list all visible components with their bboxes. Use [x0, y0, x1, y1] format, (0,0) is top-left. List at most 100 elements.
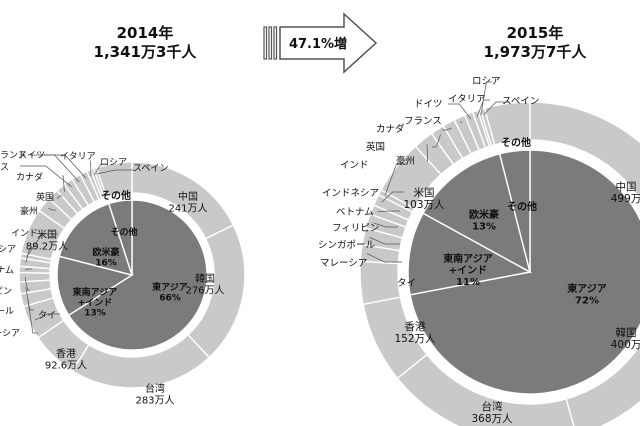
leader-line-19: [94, 163, 108, 176]
inner-label-1-line: 東南アジア: [73, 286, 118, 298]
outer-label-13: 英国: [36, 191, 54, 203]
outer-label-3-line: 香港: [56, 348, 76, 360]
leader-line-14: [62, 175, 65, 193]
title-2014: 2014年 1,341万3千人: [55, 24, 235, 62]
year-label-2015: 2015年: [506, 24, 564, 42]
outer-slice-1: [565, 343, 640, 426]
leader-line-15: [20, 165, 72, 187]
inner-slice-0: [67, 199, 208, 351]
outer-label-19: スペイン: [502, 96, 539, 107]
year-label-2014: 2014年: [116, 24, 174, 42]
outer-label-11: 米国 103万人: [403, 186, 445, 211]
leader-line-8: [377, 210, 400, 213]
leader-line-17: [44, 154, 87, 179]
outer-label-12: 豪州: [396, 155, 415, 167]
outer-label-5: ーシア: [0, 329, 20, 339]
inner-label-0-line: 東アジア: [567, 282, 607, 295]
inner-slice-0: [409, 149, 640, 395]
outer-label-18: ロシア: [472, 76, 501, 87]
leader-line-13: [56, 195, 62, 199]
outer-label-1-line: 276万人: [185, 285, 224, 297]
outer-label-9: インドネシア: [322, 188, 379, 199]
outer-label-11-line: 103万人: [403, 199, 445, 211]
inner-label-2-line: 欧米豪: [469, 208, 499, 221]
inner-slice-1: [56, 255, 134, 317]
inner-label-2-line: 欧米豪: [92, 246, 119, 258]
outer-label-20: その他: [501, 136, 531, 149]
leader-line-18: [90, 160, 92, 177]
outer-label-1: 韓国 276万人: [185, 273, 224, 297]
inner-slice-2: [58, 202, 134, 276]
outer-label-5: マレーシア: [320, 258, 367, 269]
outer-label-15: ス: [0, 163, 9, 173]
inner-label-3-line: その他: [110, 226, 137, 238]
outer-label-20-line: その他: [501, 136, 531, 149]
outer-label-11-line: 89.2万人: [26, 241, 68, 253]
leader-line-9: [381, 191, 404, 203]
outer-label-4: タイ: [397, 278, 416, 289]
outer-label-9: シア: [0, 245, 16, 255]
outer-label-8: ベトナム: [336, 207, 374, 218]
inner-label-3: その他: [110, 226, 137, 238]
outer-label-14: カナダ: [16, 171, 43, 183]
outer-label-2: 台湾 368万人: [471, 400, 513, 425]
inner-slice-3: [107, 199, 133, 276]
leader-line-7: [24, 277, 30, 291]
outer-slice-0: [529, 101, 640, 201]
inner-label-3: その他: [507, 200, 537, 213]
inner-label-2-line: 13%: [472, 222, 496, 233]
arrow-body: [279, 12, 378, 74]
growth-label: 47.1%増: [289, 36, 347, 52]
inner-label-0-line: 東アジア: [152, 281, 188, 293]
leader-line-19: [483, 101, 508, 115]
outer-label-14: カナダ: [376, 123, 405, 135]
outer-label-17: ドイツ: [18, 151, 45, 161]
outer-label-3: 香港 152万人: [394, 321, 436, 345]
leader-line-15: [460, 121, 463, 124]
outer-label-11-line: 米国: [414, 186, 435, 199]
outer-label-0-line: 241万人: [168, 203, 207, 215]
inner-label-2-line: 16%: [95, 258, 117, 268]
outer-label-10: インド: [11, 229, 38, 239]
inner-label-1-line: +インド: [449, 265, 487, 277]
outer-label-2-line: 368万人: [471, 413, 513, 425]
inner-label-1-line: 11%: [456, 277, 480, 288]
leader-line-10: [384, 163, 408, 196]
outer-label-0-line: 中国: [616, 180, 637, 193]
leader-line-6: [25, 287, 34, 311]
outer-label-6: ール: [0, 307, 14, 317]
outer-label-18: イタリア: [60, 151, 96, 162]
outer-label-21: その他: [101, 189, 131, 202]
inner-slice-1: [407, 212, 533, 296]
inner-label-0-line: 72%: [575, 296, 599, 307]
leader-line-20: [97, 169, 134, 175]
outer-label-11: 米国 89.2万人: [26, 228, 68, 253]
total-label-2014: 1,341万3千人: [93, 43, 197, 61]
outer-label-13: 英国: [366, 141, 385, 153]
leader-line-14: [442, 127, 452, 131]
outer-label-2: 台湾 283万人: [135, 382, 174, 407]
outer-label-1-line: 韓国: [616, 327, 637, 339]
inner-label-0: 東アジア 66%: [152, 281, 188, 303]
outer-label-10: インド: [340, 160, 369, 171]
inner-label-1-line: 東南アジア: [443, 252, 493, 265]
leader-line-16: [448, 103, 472, 120]
outer-slice-21: [95, 161, 133, 199]
outer-label-17: イタリア: [448, 94, 486, 105]
outer-label-21-line: その他: [101, 189, 131, 202]
leader-line-5: [27, 298, 38, 334]
outer-label-0-line: 499万: [611, 193, 640, 205]
leader-line-12: [426, 144, 428, 162]
inner-label-1-line: 13%: [84, 309, 106, 319]
outer-label-3-line: 152万人: [394, 333, 436, 345]
leader-line-5: [366, 253, 402, 263]
leader-line-13: [432, 134, 441, 148]
inner-label-2: 欧米豪 16%: [92, 246, 119, 268]
inner-label-1: 東南アジア+インド 13%: [73, 286, 118, 319]
leader-line-7: [373, 222, 398, 228]
outer-label-0: 中国 241万人: [168, 190, 207, 215]
total-label-2015: 1,973万7千人: [483, 43, 587, 61]
outer-label-15: フランス: [404, 116, 442, 127]
